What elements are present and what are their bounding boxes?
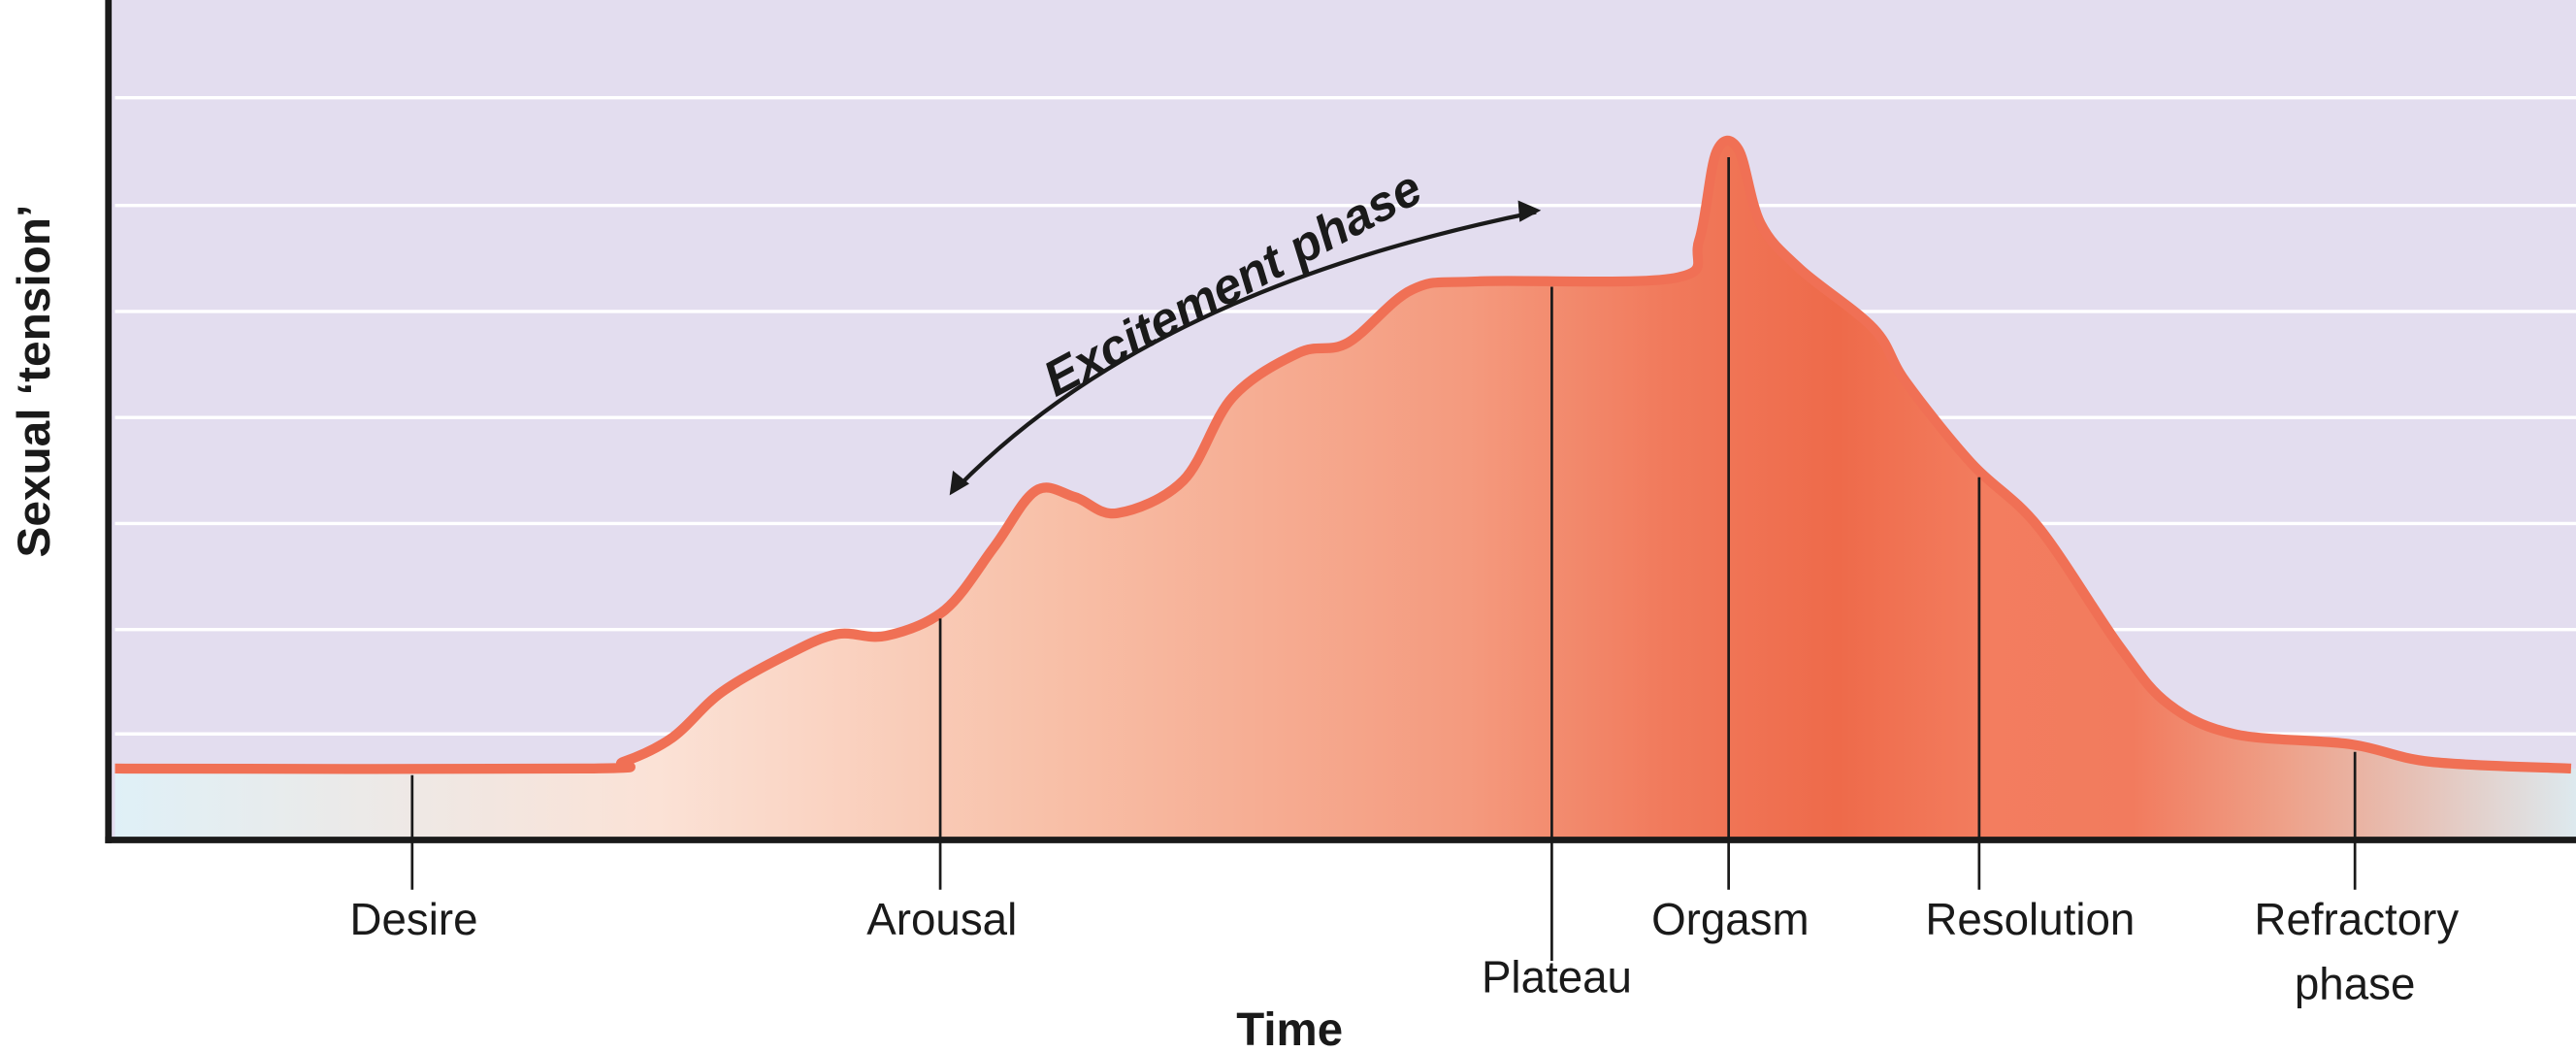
arrowhead-right-icon [1517, 200, 1542, 222]
phase-label-desire: Desire [349, 894, 477, 944]
excitement-arrow [954, 210, 1537, 491]
phase-label-refractory: Refractory [2254, 894, 2459, 944]
tension-curve [114, 135, 2572, 774]
y-axis-label: Sexual ‘tension’ [9, 205, 60, 558]
x-axis-label: Time [1236, 1004, 1343, 1052]
arrowhead-left-icon [949, 470, 970, 496]
phase-label-arousal: Arousal [866, 894, 1017, 944]
phase-label-orgasm: Orgasm [1651, 894, 1810, 944]
phase-label-resolution: Resolution [1925, 894, 2135, 944]
phase-markers [410, 157, 2357, 962]
tension-area [114, 140, 2571, 840]
phase-label-plateau: Plateau [1482, 951, 1632, 1002]
phase-label-refractory-line2: phase [2295, 958, 2416, 1008]
phase-labels: Desire Arousal Plateau Orgasm Resolution Refr… [349, 894, 2459, 1009]
